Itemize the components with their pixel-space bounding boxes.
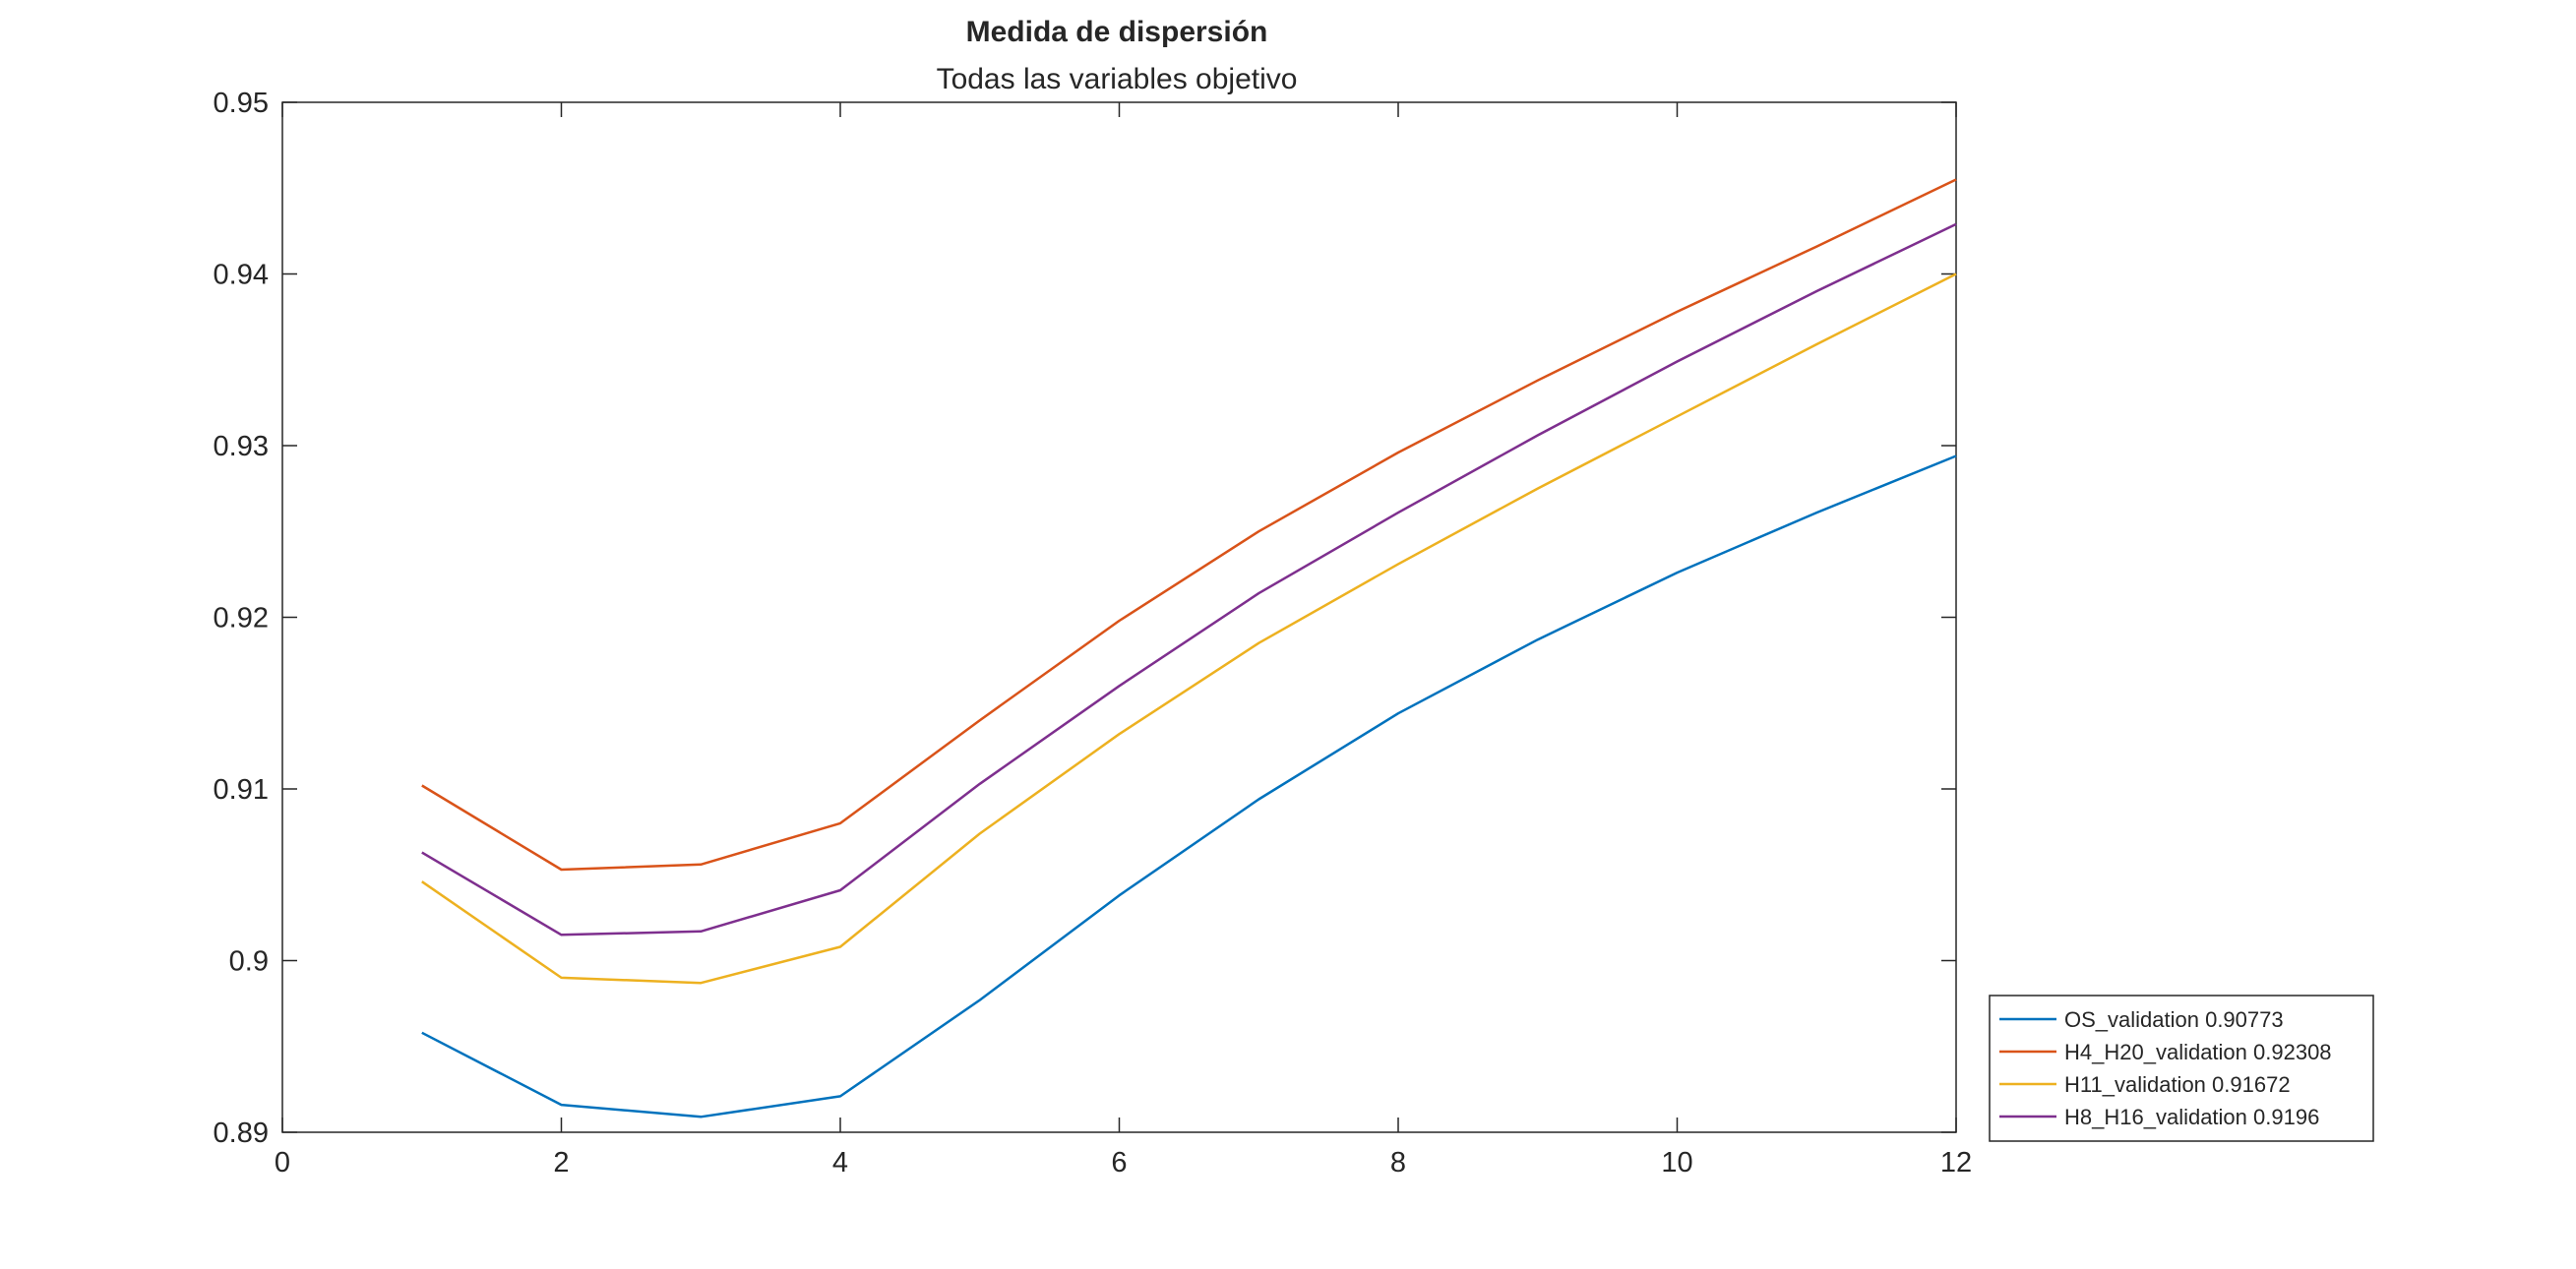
legend-items: OS_validation 0.90773 H4_H20_validation 0… [1999,1007,2332,1129]
series-line-3 [421,272,1957,985]
x-tick-label: 2 [553,1147,569,1178]
x-tick-label: 12 [1940,1147,1972,1178]
y-tick-label: 0.92 [214,603,269,634]
series-line-2 [421,178,1957,872]
series-lines [421,178,1957,1118]
y-tick-label: 0.95 [214,88,269,119]
x-tick-label: 6 [1111,1147,1127,1178]
legend-label-4: H8_H16_validation 0.9196 [2064,1105,2319,1129]
y-tick-label: 0.94 [214,260,269,291]
x-tick-label: 4 [832,1147,848,1178]
series-line-4 [421,222,1957,937]
legend-label-1: OS_validation 0.90773 [2064,1007,2284,1032]
x-tick-label: 8 [1390,1147,1406,1178]
y-tick-label: 0.93 [214,431,269,462]
legend: OS_validation 0.90773 H4_H20_validation 0… [1989,995,2374,1142]
chart-title: Medida de dispersión [966,16,1268,48]
legend-label-2: H4_H20_validation 0.92308 [2064,1040,2332,1064]
axes: 0 2 4 6 8 10 12 0.89 0.9 0.91 0.92 0.93 0.94 0.95 [214,88,1973,1178]
y-tick-label: 0.9 [229,946,269,978]
y-tick-label: 0.91 [214,774,269,806]
x-tick-label: 0 [275,1147,290,1178]
chart-subtitle: Todas las variables objetivo [937,63,1298,95]
y-tick-label: 0.89 [214,1118,269,1149]
x-tick-label: 10 [1661,1147,1692,1178]
x-axis: 0 2 4 6 8 10 12 [275,102,1972,1178]
y-axis: 0.89 0.9 0.91 0.92 0.93 0.94 0.95 [214,88,1956,1149]
legend-label-3: H11_validation 0.91672 [2064,1072,2291,1097]
series-line-1 [421,454,1957,1118]
